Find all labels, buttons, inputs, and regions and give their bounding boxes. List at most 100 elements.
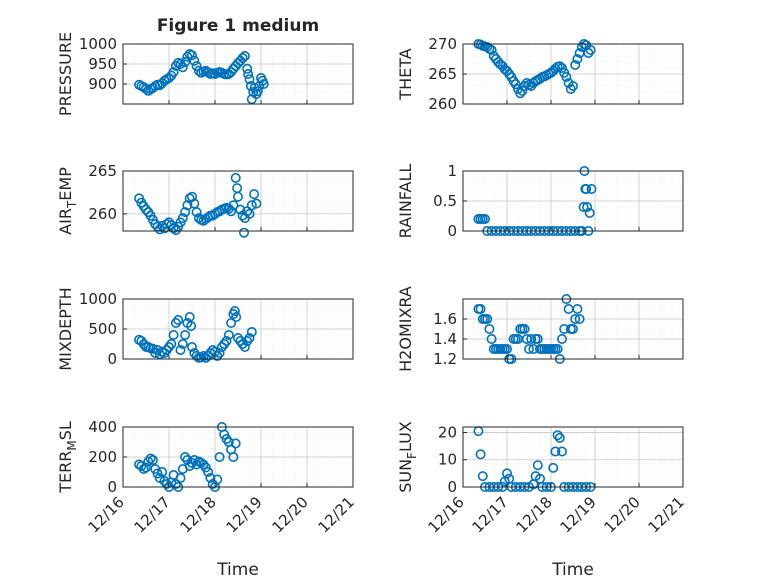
data-point [180, 56, 191, 67]
data-point [582, 202, 593, 213]
axes-box [122, 170, 354, 232]
y-tick-label: 10 [438, 451, 457, 469]
data-point [244, 74, 255, 85]
data-point [175, 344, 186, 355]
data-point [586, 184, 597, 195]
y-tick-label: 265 [88, 162, 117, 180]
y-axis-label: SUNFLUX [396, 421, 419, 493]
data-point [187, 50, 198, 61]
data-point [556, 446, 567, 457]
data-point [515, 88, 526, 99]
axes-box [462, 298, 684, 360]
y-tick-label: 0.5 [433, 192, 457, 210]
x-axis-label: Time [551, 560, 594, 580]
data-point [484, 323, 495, 334]
y-tick-label: 260 [88, 205, 117, 223]
data-point [574, 313, 585, 324]
data-point [203, 466, 214, 477]
data-point [221, 433, 232, 444]
data-point [482, 313, 493, 324]
y-tick-label: 1000 [79, 290, 117, 308]
y-tick-label: 0 [447, 478, 457, 496]
data-point [180, 329, 191, 340]
panel-h2omixra: 1.2 1.4 1.6 H2OMIXRA [396, 286, 684, 372]
data-point [239, 50, 250, 61]
data-point [189, 55, 200, 66]
data-point [581, 184, 592, 195]
data-point [246, 326, 257, 337]
data-point [221, 335, 232, 346]
data-point [550, 446, 561, 457]
data-point [219, 338, 230, 349]
y-tick-label: 1.4 [433, 330, 457, 348]
data-point [223, 329, 234, 340]
data-point [161, 478, 172, 489]
data-point [572, 303, 583, 314]
y-axis-label: RAINFALL [396, 164, 415, 239]
data-point [214, 451, 225, 462]
y-tick-label: 200 [88, 448, 117, 466]
data-point [556, 333, 567, 344]
data-point [523, 343, 534, 354]
data-point [166, 338, 177, 349]
data-point [143, 456, 154, 467]
data-point [214, 347, 225, 358]
data-point [239, 341, 250, 352]
data-point [554, 432, 565, 443]
data-point [249, 189, 260, 200]
data-point [147, 454, 158, 465]
data-point [191, 350, 202, 361]
data-point [570, 313, 581, 324]
data-point [246, 200, 257, 211]
data-point [552, 430, 563, 441]
data-point [561, 72, 572, 83]
data-point [230, 172, 241, 183]
data-point [519, 323, 530, 334]
y-axis-label: PRESSURE [56, 32, 75, 116]
data-point [228, 451, 239, 462]
data-point [572, 53, 583, 64]
data-point [191, 207, 202, 218]
data-point [585, 44, 596, 55]
data-point [180, 207, 191, 218]
y-tick-label: 20 [438, 423, 457, 441]
y-axis-label: AIRTEMP [56, 167, 79, 235]
data-point [567, 81, 578, 92]
panel-rainfall: 0 0.5 1 RAINFALL [396, 162, 684, 240]
data-point [501, 343, 512, 354]
y-axis-label: THETA [396, 48, 415, 100]
data-point [205, 472, 216, 483]
data-point [249, 83, 260, 94]
data-point [228, 200, 239, 211]
data-point [180, 451, 191, 462]
y-axis-label: TERRMSL [56, 421, 79, 494]
data-point [164, 341, 175, 352]
data-point [486, 44, 497, 55]
y-axis-label: MIXDEPTH [56, 287, 75, 370]
y-tick-label: 270 [428, 35, 457, 53]
data-point [187, 191, 198, 202]
y-tick-label: 0 [107, 350, 117, 368]
data-point [168, 329, 179, 340]
data-point [212, 350, 223, 361]
y-tick-label: 400 [88, 418, 117, 436]
axes-box [462, 426, 684, 488]
data-point [157, 466, 168, 477]
y-tick-label: 900 [88, 75, 117, 93]
data-point [532, 333, 543, 344]
data-point [198, 459, 209, 470]
data-point [177, 62, 188, 73]
panel-theta: 260 265 270 THETA [396, 35, 684, 113]
data-point [173, 314, 184, 325]
data-point [239, 227, 250, 238]
data-point [501, 468, 512, 479]
data-point [244, 332, 255, 343]
axes-box [122, 43, 354, 105]
data-point [230, 438, 241, 449]
data-point [231, 311, 242, 322]
data-point [226, 317, 237, 328]
y-tick-label: 0 [447, 222, 457, 240]
